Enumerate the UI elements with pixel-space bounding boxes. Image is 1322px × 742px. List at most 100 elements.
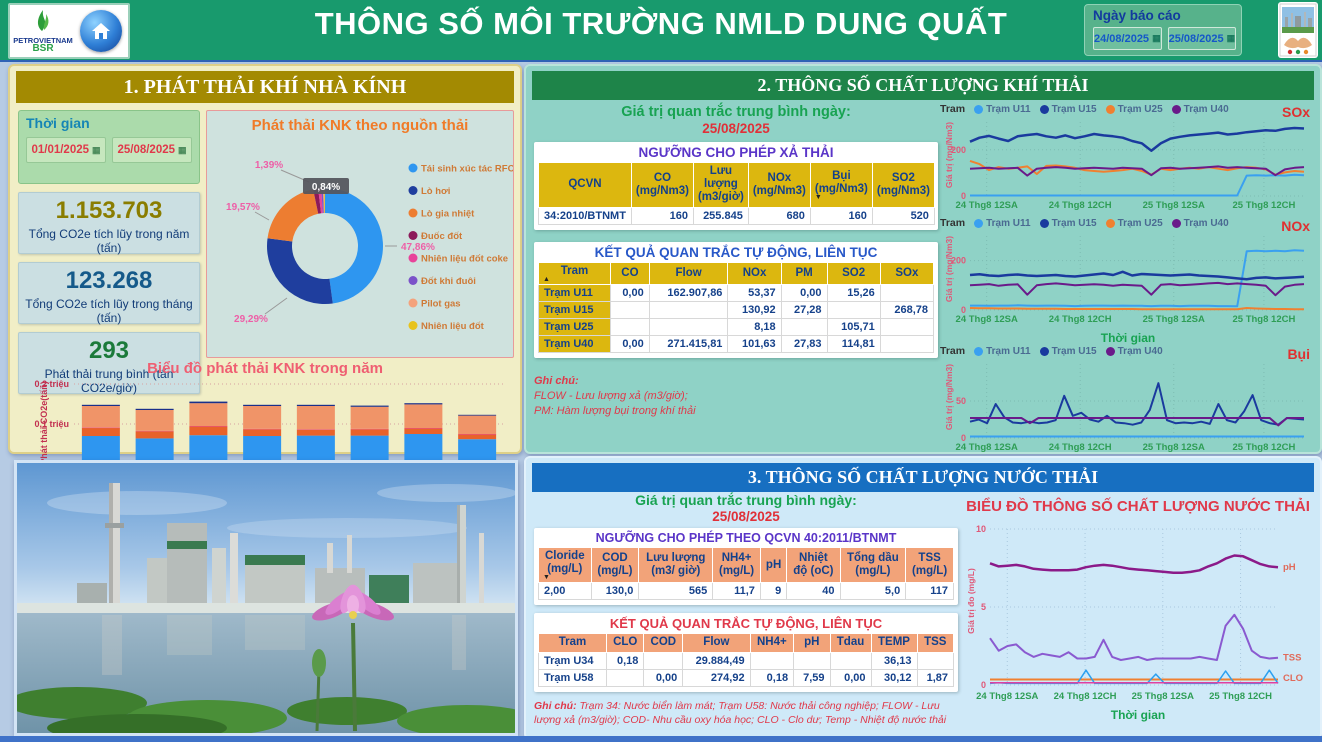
column-header[interactable]: SO2	[826, 261, 881, 285]
donut-chart-title: Phát thải KNK theo nguồn thải	[251, 117, 469, 134]
column-header[interactable]: Tổng dầu (mg/L)	[839, 546, 907, 584]
legend-item[interactable]: Trạm U11	[974, 104, 1031, 115]
value-cell: 520	[871, 206, 935, 225]
legend-item[interactable]: Trạm U11	[974, 218, 1031, 229]
value-cell	[879, 334, 935, 353]
column-header[interactable]: NOx (mg/Nm3)	[747, 162, 811, 208]
svg-text:CLO: CLO	[1283, 673, 1303, 684]
avg-date: 25/08/2025	[712, 509, 780, 524]
legend-dot	[974, 346, 984, 356]
legend-dot	[1105, 104, 1115, 114]
value-cell: 114,81	[826, 334, 881, 353]
value-cell: 268,78	[879, 300, 935, 319]
legend-item[interactable]: Trạm U40	[1171, 104, 1229, 115]
svg-text:Đốt khi đuôi: Đốt khi đuôi	[421, 276, 476, 287]
report-date-from[interactable]: 24/08/2025 ▦	[1093, 27, 1162, 50]
dust-title: Bụi	[1287, 346, 1310, 362]
value-cell: 11,7	[712, 582, 761, 601]
svg-text:25 Thg8 12CH: 25 Thg8 12CH	[1233, 314, 1296, 325]
column-header[interactable]: Bụi (mg/Nm3) ▼	[809, 162, 873, 208]
time-to[interactable]: 25/08/2025 ▦	[112, 137, 192, 163]
legend-item[interactable]: Trạm U40	[1171, 218, 1229, 229]
company-logo: PETROVIETNAM BSR	[8, 3, 130, 59]
legend-item[interactable]: Trạm U15	[1039, 346, 1097, 357]
dust-chart: 0 50 24 Thg8 12SA 24 Thg8 12CH 25 Thg8 12SA 2…	[956, 364, 1305, 453]
column-header[interactable]: CLO	[606, 633, 645, 653]
column-header[interactable]: SO2 (mg/Nm3)	[871, 162, 935, 208]
svg-text:1,39%: 1,39%	[255, 160, 283, 171]
column-header[interactable]: Lưu lượng (m3/ giờ)	[638, 546, 714, 584]
home-icon	[92, 23, 110, 39]
dust-ylabel: Giá trị (mg/Nm3)	[944, 363, 954, 431]
value-cell	[610, 317, 650, 336]
legend-dot	[1171, 104, 1181, 114]
value-cell: 1,87	[916, 668, 955, 687]
legend-item[interactable]: Trạm U40	[1105, 346, 1163, 357]
legend-dot	[1039, 218, 1049, 228]
legend-item[interactable]: Trạm U25	[1105, 104, 1163, 115]
home-button[interactable]	[80, 10, 122, 52]
legend-item[interactable]: Trạm U25	[1105, 218, 1163, 229]
legend-label: Trạm U15	[1051, 217, 1097, 229]
water-chart: 0 5 10 24 Thg8 12SA 24 Thg8 12CH 25 Thg8 12SA…	[976, 524, 1303, 702]
column-header[interactable]: NOx	[727, 261, 782, 285]
value-cell: 8,18	[727, 317, 782, 336]
air-limit-table: QCVN CO (mg/Nm3) Lưu lượng (m3/giờ) NOx (mg/Nm…	[538, 162, 935, 225]
column-header[interactable]: Tram ▲	[537, 261, 612, 285]
time-from[interactable]: 01/01/2025 ▦	[26, 137, 106, 163]
value-cell: 7,59	[793, 668, 831, 687]
svg-text:Đuốc đốt: Đuốc đốt	[421, 231, 463, 242]
column-header[interactable]: NH4+	[749, 633, 795, 653]
kpi-value: 1.153.703	[55, 197, 163, 224]
sox-legend: Tram Trạm U11 Trạm U15 Trạm U25 Trạm U40	[940, 103, 1229, 115]
value-cell	[780, 317, 828, 336]
column-header[interactable]: NH4+ (mg/L)	[712, 546, 761, 584]
legend-item[interactable]: Trạm U11	[974, 346, 1031, 357]
value-cell	[648, 317, 729, 336]
report-date-to[interactable]: 25/08/2025 ▦	[1167, 27, 1237, 50]
legend-item[interactable]: Trạm U15	[1039, 104, 1097, 115]
column-header[interactable]: Cloride (mg/L) ▼	[538, 546, 592, 584]
column-header[interactable]: Flow	[682, 633, 751, 653]
column-header[interactable]: TSS	[916, 633, 955, 653]
svg-text:25 Thg8 12CH: 25 Thg8 12CH	[1233, 200, 1296, 211]
nox-chart-block: Tram Trạm U11 Trạm U15 Trạm U25 Trạm U40 NOx…	[940, 216, 1316, 345]
svg-text:Lò gia nhiệt: Lò gia nhiệt	[421, 209, 475, 220]
column-header[interactable]: SOx	[879, 261, 935, 285]
water-chart-title: BIỂU ĐỒ THÔNG SỐ CHẤT LƯỢNG NƯỚC THẢI	[966, 498, 1310, 515]
column-header[interactable]: CO	[610, 261, 650, 285]
column-header[interactable]: Flow	[648, 261, 729, 285]
svg-text:0: 0	[961, 305, 966, 315]
legend-item[interactable]: Trạm U15	[1039, 217, 1097, 229]
air-results-card: KẾT QUẢ QUAN TRẮC TỰ ĐỘNG, LIÊN TỤC Tram…	[534, 241, 938, 358]
column-header[interactable]: TSS (mg/L)	[905, 546, 954, 584]
svg-text:24 Thg8 12SA: 24 Thg8 12SA	[956, 314, 1018, 325]
column-header[interactable]: COD	[643, 633, 684, 653]
column-header[interactable]: Nhiệt độ (oC)	[786, 546, 841, 584]
svg-text:5: 5	[981, 602, 986, 612]
nox-xlabel: Thời gian	[1100, 331, 1156, 345]
column-header[interactable]: QCVN	[538, 162, 632, 208]
svg-text:pH: pH	[1283, 562, 1296, 573]
value-cell	[793, 651, 831, 670]
table-header-row: Tram ▲ CO Flow NOx PM SO2 SOx	[537, 261, 935, 285]
column-header[interactable]: pH	[759, 546, 788, 584]
value-cell: 274,92	[682, 668, 751, 687]
value-cell	[606, 668, 645, 687]
kpi-co2-year: 1.153.703 Tổng CO2e tích lũy trong năm (…	[18, 192, 200, 255]
svg-text:25 Thg8 12CH: 25 Thg8 12CH	[1233, 442, 1296, 453]
column-header[interactable]: CO (mg/Nm3)	[630, 162, 694, 208]
value-cell: 0,00	[643, 668, 684, 687]
column-header[interactable]: Lưu lượng (m3/giờ)	[692, 162, 749, 208]
nox-ylabel: Giá trị (mg/Nm3)	[944, 235, 954, 303]
column-header[interactable]: COD (mg/L)	[590, 546, 640, 584]
value-cell: 0,00	[610, 334, 650, 353]
environment-badge	[1278, 2, 1318, 58]
column-header[interactable]: pH	[793, 633, 831, 653]
column-header[interactable]: Tdau	[829, 633, 872, 653]
column-header[interactable]: PM	[780, 261, 828, 285]
column-header[interactable]: TEMP	[870, 633, 918, 653]
svg-text:47,86%: 47,86%	[401, 242, 435, 253]
column-header[interactable]: Tram	[537, 633, 608, 653]
row-label-cell: 2,00	[538, 582, 592, 601]
